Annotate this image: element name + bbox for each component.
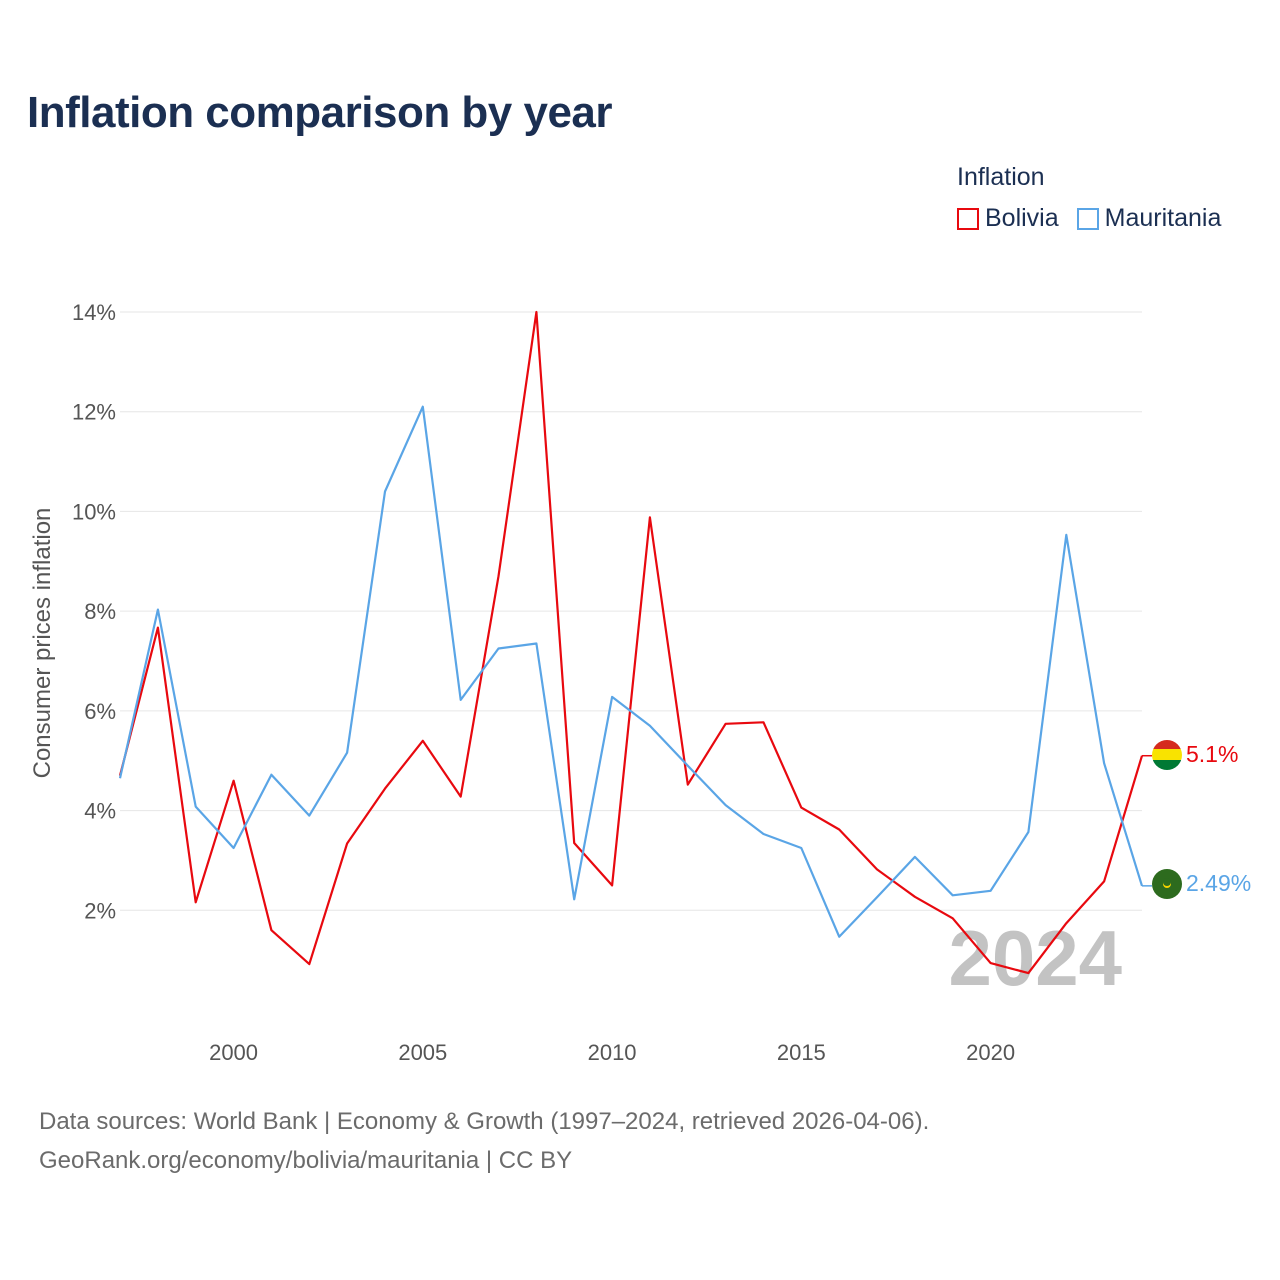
y-tick-label: 6% <box>84 699 116 724</box>
bolivia-end-label: 5.1% <box>1186 741 1238 767</box>
y-tick-label: 10% <box>72 499 116 524</box>
series-lines <box>118 310 1152 975</box>
legend-label-mauritania: Mauritania <box>1104 204 1222 232</box>
x-axis-ticks: 2000 2005 2010 2015 2020 <box>209 1040 1015 1065</box>
series-line-mauritania[interactable] <box>118 405 1144 938</box>
footer-source: Data sources: World Bank | Economy & Gro… <box>39 1108 930 1135</box>
x-tick-label: 2020 <box>966 1040 1015 1065</box>
x-tick-label: 2005 <box>398 1040 447 1065</box>
legend-label-bolivia: Bolivia <box>985 204 1059 232</box>
x-tick-label: 2010 <box>588 1040 637 1065</box>
gridlines <box>120 311 1142 911</box>
legend-title: Inflation <box>957 163 1045 191</box>
legend-swatch-bolivia <box>957 207 979 230</box>
x-tick-label: 2015 <box>777 1040 826 1065</box>
y-tick-label: 8% <box>84 599 116 624</box>
bolivia-flag-icon <box>1152 740 1182 770</box>
y-tick-label: 4% <box>84 799 116 824</box>
y-tick-label: 12% <box>72 400 116 425</box>
legend-item-bolivia[interactable]: Bolivia <box>957 204 1059 233</box>
legend-swatch-mauritania <box>1076 207 1099 230</box>
footer-link[interactable]: GeoRank.org/economy/bolivia/mauritania |… <box>39 1147 573 1174</box>
series-line-bolivia[interactable] <box>118 310 1144 975</box>
legend: Bolivia Mauritania <box>957 204 1221 233</box>
y-axis-ticks: 2% 4% 6% 8% 10% 12% 14% <box>72 300 116 923</box>
line-chart: 2% 4% 6% 8% 10% 12% 14% 2000 2005 2010 2015 2020 C… <box>29 300 1251 1065</box>
y-axis-label: Consumer prices inflation <box>29 508 56 779</box>
chart-title: Inflation comparison by year <box>27 88 613 137</box>
year-watermark: 2024 <box>948 914 1122 1002</box>
x-tick-label: 2000 <box>209 1040 258 1065</box>
y-tick-label: 2% <box>84 898 116 923</box>
y-tick-label: 14% <box>72 300 116 325</box>
legend-item-mauritania[interactable]: Mauritania <box>1076 204 1222 233</box>
mauritania-end-label: 2.49% <box>1186 870 1251 896</box>
mauritania-flag-icon <box>1152 869 1182 899</box>
